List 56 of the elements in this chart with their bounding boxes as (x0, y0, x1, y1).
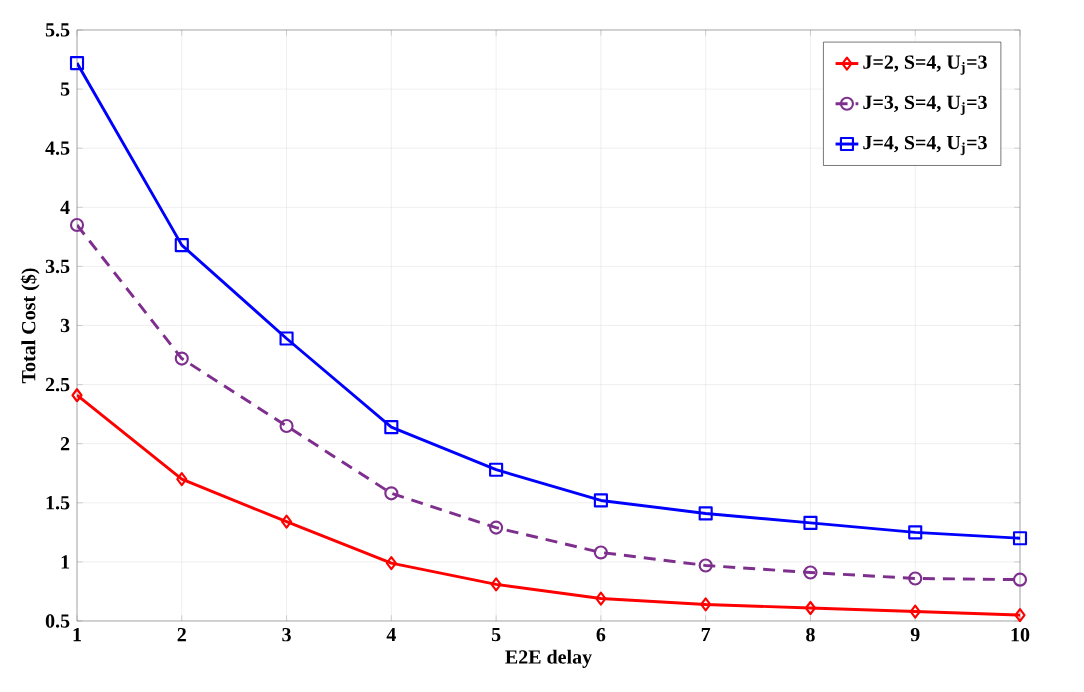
point (698, 558, 713, 573)
y-axis-title: Total Cost ($) (20, 268, 40, 384)
point (803, 515, 818, 530)
y-tick-label: 3.5 (45, 259, 70, 274)
legend-label: J=4, S=4, U$_{j}$=3 (863, 135, 987, 156)
y-tick-label: 1 (61, 555, 70, 569)
x-axis-title: E2E delay (505, 649, 592, 668)
point (593, 493, 608, 508)
point (803, 565, 818, 580)
y-tick-label: 0.5 (45, 614, 70, 628)
point (71, 388, 83, 403)
y-tick-label: 3 (60, 318, 70, 333)
point (384, 486, 399, 501)
point (280, 514, 293, 529)
point (908, 571, 923, 586)
point (1014, 608, 1026, 623)
y-tick-label: 5.5 (45, 23, 70, 37)
point (69, 56, 85, 71)
x-tick-label: 8 (806, 627, 815, 642)
point (385, 556, 397, 571)
y-tick-label: 2.5 (45, 377, 70, 392)
point (700, 597, 712, 612)
x-tick-label: 1 (73, 627, 81, 642)
point (174, 238, 189, 253)
point (909, 604, 921, 619)
point (595, 591, 607, 606)
point (174, 351, 189, 366)
point (908, 525, 923, 540)
y-tick-label: 1.5 (46, 496, 70, 510)
point (593, 545, 608, 560)
point (489, 520, 504, 535)
point (1012, 572, 1028, 587)
y-tick-label: 4 (60, 200, 70, 214)
x-tick-label: 6 (596, 627, 606, 642)
point (69, 217, 85, 233)
x-tick-label: 5 (491, 627, 501, 642)
point (489, 462, 504, 477)
y-tick-label: 5 (60, 82, 70, 96)
y-tick-label: 4.5 (45, 141, 70, 155)
legend-label: J=2, S=4, U$_{j}$=3 (863, 55, 987, 75)
point (176, 472, 188, 487)
point (1012, 531, 1028, 546)
x-tick-label: 10 (1011, 627, 1030, 642)
x-tick-label: 9 (910, 627, 920, 642)
x-tick-label: 4 (386, 627, 396, 642)
point (490, 577, 502, 592)
point (279, 331, 294, 346)
point (384, 420, 399, 435)
point (279, 418, 294, 434)
point (804, 600, 817, 616)
y-tick-label: 2 (60, 437, 70, 451)
x-tick-label: 3 (282, 627, 291, 642)
x-tick-label: 2 (177, 627, 186, 642)
legend-label: J=3, S=4, U$_{j}$=3 (863, 95, 987, 115)
point (698, 506, 713, 521)
x-tick-label: 7 (701, 627, 711, 642)
